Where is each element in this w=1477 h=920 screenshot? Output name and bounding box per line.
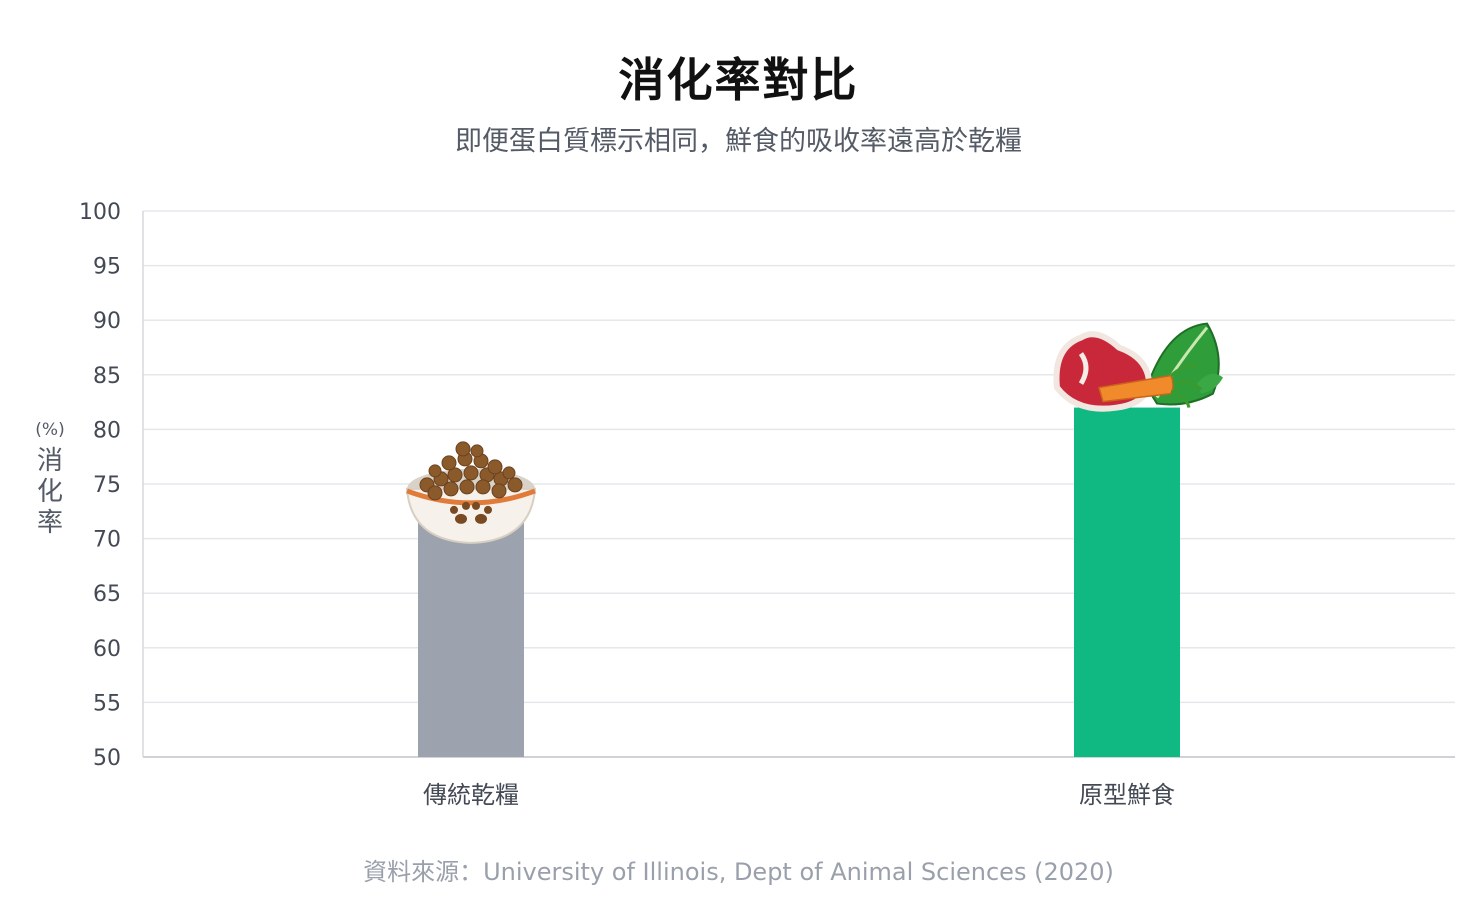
y-tick-label: 60 xyxy=(93,637,121,662)
y-tick-label: 80 xyxy=(93,418,121,443)
chart-title: 消化率對比 xyxy=(618,53,859,107)
gridlines xyxy=(142,210,1455,758)
y-tick-label: 55 xyxy=(93,691,121,716)
y-tick-label: 70 xyxy=(93,528,121,553)
y-tick-label: 90 xyxy=(93,309,121,334)
y-tick-label: 75 xyxy=(93,473,121,498)
bar-2 xyxy=(1074,407,1180,757)
y-axis-unit: (%) xyxy=(35,420,65,440)
chart-subtitle: 即便蛋白質標示相同，鮮食的吸收率遠高於乾糧 xyxy=(455,126,1022,157)
y-tick-label: 100 xyxy=(79,200,121,225)
y-tick-label: 95 xyxy=(93,255,121,280)
bars xyxy=(418,407,1180,757)
y-tick-labels: 50 55 60 65 70 75 80 85 90 95 100 xyxy=(79,200,121,771)
y-axis-label: (%) 消化率 xyxy=(30,420,70,539)
y-tick-label: 50 xyxy=(93,746,121,771)
y-tick-label: 85 xyxy=(93,364,121,389)
y-tick-label: 65 xyxy=(93,582,121,607)
meat-vegetable-icon xyxy=(1053,322,1223,412)
x-tick-label: 原型鮮食 xyxy=(1079,781,1175,809)
x-tick-label: 傳統乾糧 xyxy=(423,781,519,809)
x-tick-labels: 傳統乾糧 原型鮮食 xyxy=(423,781,1175,809)
y-axis-name: 消化率 xyxy=(37,446,64,538)
source-note: 資料來源：University of Illinois, Dept of Ani… xyxy=(363,858,1114,886)
kibble-bowl-icon xyxy=(405,441,537,544)
